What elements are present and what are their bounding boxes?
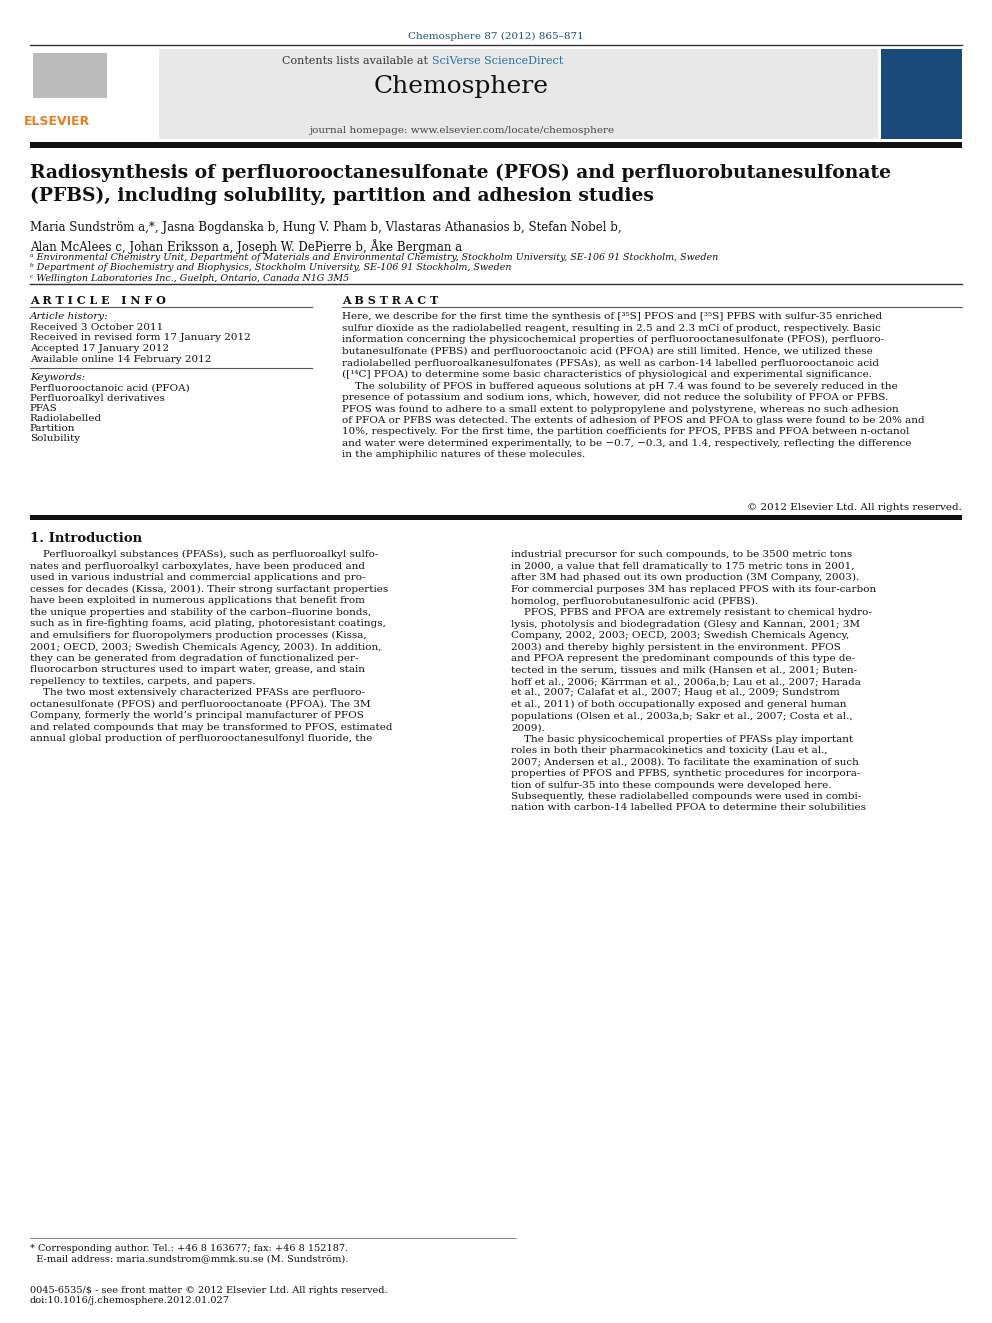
- Text: Article history:: Article history:: [30, 312, 108, 321]
- Text: Radiolabelled: Radiolabelled: [30, 414, 102, 423]
- FancyBboxPatch shape: [881, 49, 962, 139]
- Text: ᵃ Environmental Chemistry Unit, Department of Materials and Environmental Chemis: ᵃ Environmental Chemistry Unit, Departme…: [30, 253, 718, 262]
- Text: Perfluorooctanoic acid (PFOA): Perfluorooctanoic acid (PFOA): [30, 384, 189, 393]
- Text: industrial precursor for such compounds, to be 3500 metric tons
in 2000, a value: industrial precursor for such compounds,…: [511, 550, 876, 812]
- Text: Solubility: Solubility: [30, 434, 80, 443]
- Text: Keywords:: Keywords:: [30, 373, 85, 382]
- Text: Here, we describe for the first time the synthesis of [³⁵S] PFOS and [³⁵S] PFBS : Here, we describe for the first time the…: [342, 312, 925, 459]
- Text: 1. Introduction: 1. Introduction: [30, 532, 142, 545]
- Text: journal homepage: www.elsevier.com/locate/chemosphere: journal homepage: www.elsevier.com/locat…: [309, 126, 614, 135]
- Text: Received 3 October 2011: Received 3 October 2011: [30, 323, 163, 332]
- Text: Perfluoroalkyl substances (PFASs), such as perfluoroalkyl sulfo-
nates and perfl: Perfluoroalkyl substances (PFASs), such …: [30, 550, 392, 744]
- Text: Contents lists available at: Contents lists available at: [282, 56, 432, 66]
- Text: Maria Sundström a,*, Jasna Bogdanska b, Hung V. Pham b, Vlastaras Athanasios b, : Maria Sundström a,*, Jasna Bogdanska b, …: [30, 221, 621, 254]
- Text: Received in revised form 17 January 2012: Received in revised form 17 January 2012: [30, 333, 251, 343]
- Text: 0045-6535/$ - see front matter © 2012 Elsevier Ltd. All rights reserved.
doi:10.: 0045-6535/$ - see front matter © 2012 El…: [30, 1286, 388, 1306]
- Text: PFAS: PFAS: [30, 404, 58, 413]
- Text: SciVerse ScienceDirect: SciVerse ScienceDirect: [432, 56, 562, 66]
- Bar: [30, 142, 962, 148]
- Text: Partition: Partition: [30, 423, 75, 433]
- Text: Chemosphere 87 (2012) 865–871: Chemosphere 87 (2012) 865–871: [408, 32, 584, 41]
- Text: ᵇ Department of Biochemistry and Biophysics, Stockholm University, SE-106 91 Sto: ᵇ Department of Biochemistry and Biophys…: [30, 263, 511, 273]
- Bar: [30, 515, 962, 520]
- FancyBboxPatch shape: [30, 49, 159, 139]
- Text: Radiosynthesis of perfluorooctanesulfonate (PFOS) and perfluorobutanesulfonate
(: Radiosynthesis of perfluorooctanesulfona…: [30, 164, 891, 205]
- Text: ELSEVIER: ELSEVIER: [24, 115, 89, 128]
- Text: Available online 14 February 2012: Available online 14 February 2012: [30, 355, 211, 364]
- Text: * Corresponding author. Tel.: +46 8 163677; fax: +46 8 152187.
  E-mail address:: * Corresponding author. Tel.: +46 8 1636…: [30, 1244, 348, 1263]
- Text: A R T I C L E   I N F O: A R T I C L E I N F O: [30, 295, 166, 306]
- Bar: [33, 53, 107, 98]
- FancyBboxPatch shape: [30, 49, 878, 139]
- Text: Chemosphere: Chemosphere: [374, 75, 549, 98]
- Text: Accepted 17 January 2012: Accepted 17 January 2012: [30, 344, 169, 353]
- Text: ᶜ Wellington Laboratories Inc., Guelph, Ontario, Canada N1G 3M5: ᶜ Wellington Laboratories Inc., Guelph, …: [30, 274, 349, 283]
- Text: Perfluoroalkyl derivatives: Perfluoroalkyl derivatives: [30, 394, 165, 402]
- Text: A B S T R A C T: A B S T R A C T: [342, 295, 438, 306]
- Text: © 2012 Elsevier Ltd. All rights reserved.: © 2012 Elsevier Ltd. All rights reserved…: [747, 503, 962, 512]
